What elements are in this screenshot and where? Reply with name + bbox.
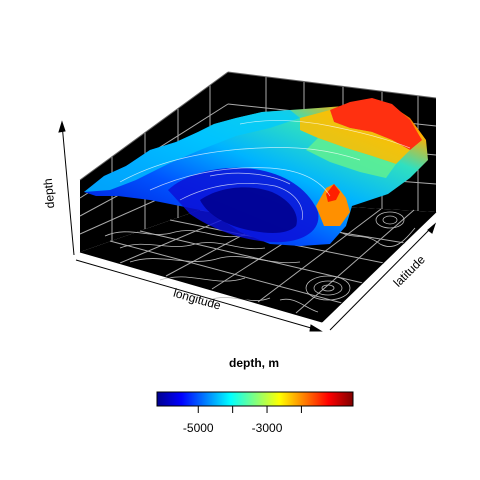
z-axis-arrowhead [58, 120, 66, 133]
z-axis-label: depth [41, 178, 58, 209]
y-axis-line [329, 225, 434, 331]
y-axis-label: latitude [391, 252, 428, 289]
colorbar-tick-label: -5000 [183, 421, 214, 435]
depth-surface [84, 98, 428, 246]
surface-ridge-warm [300, 110, 410, 164]
colorbar-tick-label: -3000 [252, 421, 283, 435]
surface-shelf [84, 110, 300, 192]
x-axis-arrowhead [309, 324, 323, 332]
surface-ridge-green [306, 138, 396, 178]
box-edges [79, 71, 437, 323]
axes [58, 120, 437, 332]
surface-deepest [200, 187, 297, 233]
colorbar-gradient [156, 391, 354, 407]
surface-ridge-hot [330, 98, 422, 150]
surface-seamount-tip [326, 184, 340, 202]
surface-seamount [316, 184, 350, 226]
z-axis-line [61, 123, 75, 256]
y-axis-arrowhead [427, 222, 437, 234]
colorbar-title: depth, m [229, 356, 279, 370]
floor-panel [80, 200, 436, 322]
x-axis-line [75, 259, 319, 331]
floor-contours [104, 211, 416, 313]
colorbar-ticks: -5000 -3000 [183, 406, 302, 435]
colorbar: depth, m -5000 -3000 [156, 356, 354, 435]
